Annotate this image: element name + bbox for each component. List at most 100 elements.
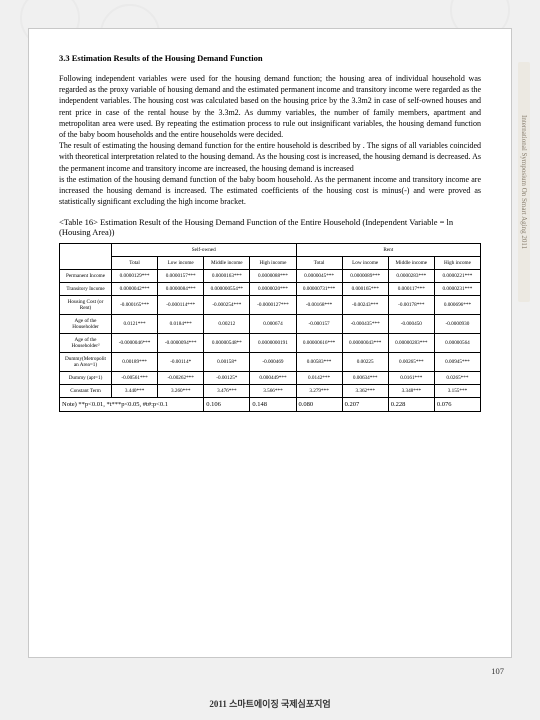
table-cell: 0.0142***: [296, 372, 342, 385]
table-cell: -0.000157: [296, 315, 342, 334]
table-sub-header: Low income: [158, 257, 204, 270]
table-cell: 0.00000564: [434, 334, 480, 353]
row-label: Dummy (apt=1): [60, 372, 112, 385]
table-cell: -0.00561***: [112, 372, 158, 385]
table-cell: 0.00158*: [204, 353, 250, 372]
row-label: Age of the Householder²: [60, 334, 112, 353]
table-cell: 0.0000283***: [388, 270, 434, 283]
table-cell: 0.00634***: [342, 372, 388, 385]
table-cell: 0.000165***: [342, 283, 388, 296]
table-cell: 0.00000043***: [342, 334, 388, 353]
table-sub-header: Middle income: [388, 257, 434, 270]
table-row: Age of the Householder²-0.0000046***-0.0…: [60, 334, 481, 353]
table-cell: 3.155***: [434, 385, 480, 398]
table-row: Transitory Income0.0000042***0.0000084**…: [60, 283, 481, 296]
results-table: Self-ownedRentTotalLow incomeMiddle inco…: [59, 243, 481, 412]
table-cell: -0.000114***: [158, 296, 204, 315]
row-label: Permanent Income: [60, 270, 112, 283]
table-cell: -0.000435***: [342, 315, 388, 334]
note-cell: 0.080: [296, 398, 342, 412]
row-label: Transitory Income: [60, 283, 112, 296]
row-label: Constant Term: [60, 385, 112, 398]
table-cell: 0.0000084***: [158, 283, 204, 296]
table-cell: 0.0184***: [158, 315, 204, 334]
table-cell: 0.00212: [204, 315, 250, 334]
row-label: Dummy(Metropolit an Area=1): [60, 353, 112, 372]
table-cell: 3.362***: [342, 385, 388, 398]
table-cell: -0.00243***: [342, 296, 388, 315]
table-cell: -0.0000094***: [158, 334, 204, 353]
table-cell: 0.0000221***: [434, 270, 480, 283]
table-cell: 0.0000231***: [434, 283, 480, 296]
table-sub-header: Total: [296, 257, 342, 270]
row-label: Age of the Householder: [60, 315, 112, 334]
table-cell: 3.566***: [250, 385, 296, 398]
table-cell: 3.440***: [112, 385, 158, 398]
table-cell: 0.0000157***: [158, 270, 204, 283]
table-cell: 0.00189***: [112, 353, 158, 372]
section-heading: 3.3 Estimation Results of the Housing De…: [59, 53, 481, 63]
note-cell: 0.228: [388, 398, 434, 412]
table-sub-header: Total: [112, 257, 158, 270]
table-cell: 0.0000129***: [112, 270, 158, 283]
table-cell: -0.0000930: [434, 315, 480, 334]
table-sub-header: Low income: [342, 257, 388, 270]
table-sub-header: Middle income: [204, 257, 250, 270]
table-cell: 0.0000042***: [112, 283, 158, 296]
table-cell: 3.476***: [204, 385, 250, 398]
table-cell: 0.000674: [250, 315, 296, 334]
table-cell: 0.00945***: [434, 353, 480, 372]
side-tab: International Symposium On Smart Aging 2…: [518, 62, 530, 302]
table-sub-header: High income: [434, 257, 480, 270]
table-cell: -0.00178***: [388, 296, 434, 315]
page-content: 3.3 Estimation Results of the Housing De…: [28, 28, 512, 658]
table-cell: -0.000450: [388, 315, 434, 334]
table-cell: 0.00000731***: [296, 283, 342, 296]
table-row: Permanent Income0.0000129***0.0000157***…: [60, 270, 481, 283]
page-number: 107: [491, 666, 504, 676]
table-row: Dummy (apt=1)-0.00561***-0.00262***-0.00…: [60, 372, 481, 385]
table-cell: 0.0000020***: [250, 283, 296, 296]
table-cell: 0.00000616***: [296, 334, 342, 353]
table-cell: 0.00000283***: [388, 334, 434, 353]
table-cell: -0.000254***: [204, 296, 250, 315]
table-cell: 0.0000045***: [296, 270, 342, 283]
table-group-header: Rent: [296, 244, 481, 257]
note-cell: 0.076: [434, 398, 480, 412]
table-cell: 0.0000088***: [250, 270, 296, 283]
note-cell: 0.207: [342, 398, 388, 412]
table-cell: 3.348***: [388, 385, 434, 398]
table-cell: 0.0000000191: [250, 334, 296, 353]
note-cell: 0.106: [204, 398, 250, 412]
table-caption: <Table 16> Estimation Result of the Hous…: [59, 217, 481, 237]
table-cell: 0.00225: [342, 353, 388, 372]
row-label: Housing Cost (or Rent): [60, 296, 112, 315]
table-cell: -0.00125*: [204, 372, 250, 385]
table-row: Age of the Householder0.0121***0.0184***…: [60, 315, 481, 334]
table-cell: -0.00262***: [158, 372, 204, 385]
table-cell: 0.00000548**: [204, 334, 250, 353]
table-cell: 0.0000163***: [204, 270, 250, 283]
table-cell: 0.000696***: [434, 296, 480, 315]
table-cell: 0.0000089***: [342, 270, 388, 283]
table-cell: 0.000117***: [388, 283, 434, 296]
table-group-header: [60, 244, 112, 270]
table-cell: 0.00265***: [388, 353, 434, 372]
table-sub-header: High income: [250, 257, 296, 270]
table-group-header: Self-owned: [112, 244, 297, 257]
table-row: Housing Cost (or Rent)-0.000165***-0.000…: [60, 296, 481, 315]
table-cell: 3.279***: [296, 385, 342, 398]
note-cell: 0.148: [250, 398, 296, 412]
table-cell: -0.0000127***: [250, 296, 296, 315]
table-cell: 3.260***: [158, 385, 204, 398]
table-note-row: Note) **p<0.01, *t***p<0.05, #t#:p<0.10.…: [60, 398, 481, 412]
table-cell: 0.00583***: [296, 353, 342, 372]
table-cell: 0.0121***: [112, 315, 158, 334]
table-cell: 0.0265***: [434, 372, 480, 385]
table-row: Constant Term3.440***3.260***3.476***3.5…: [60, 385, 481, 398]
table-cell: -0.00114*: [158, 353, 204, 372]
table-cell: 0.000449***: [250, 372, 296, 385]
table-row: Dummy(Metropolit an Area=1)0.00189***-0.…: [60, 353, 481, 372]
table-cell: 0.0161***: [388, 372, 434, 385]
footer-text: 2011 스마트에이징 국제심포지엄: [0, 697, 540, 710]
